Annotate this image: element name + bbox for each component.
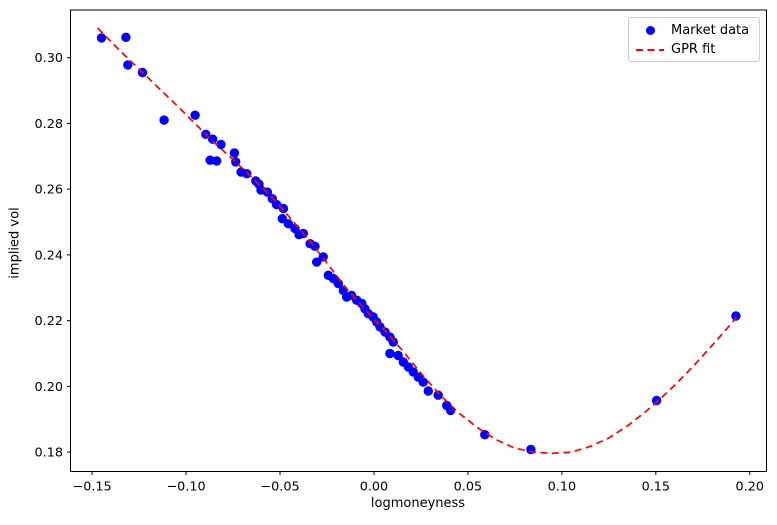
scatter-point [312,257,322,267]
scatter-point [96,33,107,43]
legend-label-market-data: Market data [671,23,750,38]
scatter-point [121,32,131,42]
y-tick-label: 0.28 [35,117,64,132]
scatter-point [393,350,403,361]
y-tick-label: 0.24 [35,248,64,263]
legend: Market data GPR fit [628,17,760,62]
scatter-point [385,348,395,359]
x-tick-label: −0.10 [166,480,205,495]
legend-marker-area [635,48,665,51]
scatter-point [388,337,398,347]
x-tick-label: 0.15 [642,480,671,495]
gpr-fit-line [97,27,738,455]
scatter-point [651,395,662,406]
scatter-point [423,386,433,396]
y-tick-label: 0.30 [35,51,64,66]
scatter-point [480,430,490,440]
scatter-point [418,377,428,387]
legend-entry-market-data: Market data [635,21,759,40]
x-tick-label: −0.15 [72,480,111,495]
y-tick-label: 0.26 [35,183,64,198]
x-axis-label: logmoneyness [370,496,466,511]
scatter-point [731,311,741,321]
legend-label-gpr-fit: GPR fit [671,42,716,57]
legend-marker-area [635,26,665,35]
scatter-point [278,203,289,214]
y-tick-label: 0.22 [35,314,64,329]
scatter-point [216,139,226,150]
scatter-point [318,252,328,262]
plot-border [70,9,767,472]
x-tick-label: 0.00 [360,480,389,495]
scatter-point [208,134,218,144]
y-axis-label: implied vol [7,207,23,279]
x-tick-label: −0.05 [260,480,299,495]
scatter-point [190,110,200,120]
scatter-point [159,115,169,125]
x-tick-label: 0.10 [548,480,577,495]
scatter-dot-icon [645,26,655,35]
y-tick-label: 0.20 [35,380,64,395]
legend-entry-gpr-fit: GPR fit [635,40,759,59]
x-tick-label: 0.20 [736,480,765,495]
scatter-point [271,199,282,210]
y-tick-label: 0.18 [35,446,64,461]
scatter-point [433,390,443,400]
scatter-point [283,219,293,229]
scatter-point [123,60,133,70]
scatter-point [229,148,240,158]
scatter-point [212,156,222,166]
x-tick-label: 0.05 [454,480,483,495]
dashed-line-icon [636,48,664,51]
